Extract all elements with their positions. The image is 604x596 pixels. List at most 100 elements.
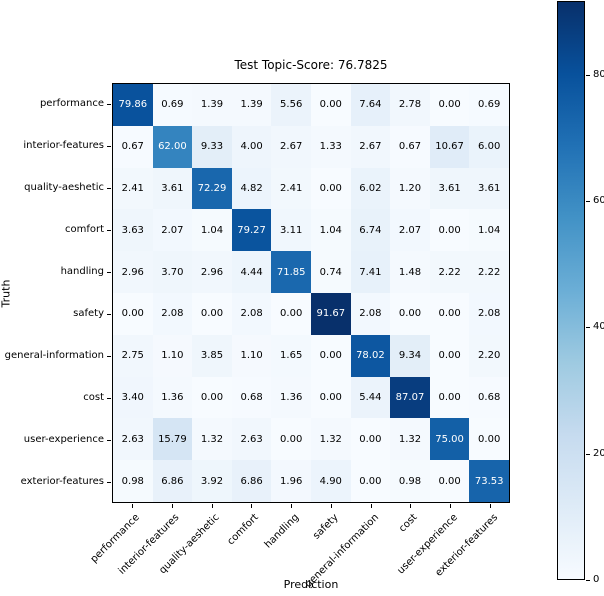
heatmap-cell: 1.36: [152, 376, 193, 419]
colorbar-tick-label: 0: [593, 574, 600, 585]
heatmap-cell: 7.41: [350, 251, 391, 293]
heatmap-cell: 10.67: [429, 125, 470, 168]
heatmap-cell: 1.36: [271, 376, 311, 419]
y-tick-mark: [107, 230, 111, 231]
heatmap-cell: 87.07: [390, 376, 430, 419]
x-tick-mark: [450, 504, 451, 508]
y-tick-label: comfort: [64, 224, 104, 235]
heatmap-cell: 6.86: [231, 460, 272, 502]
heatmap-cell: 1.04: [469, 209, 509, 252]
heatmap-cell: 5.56: [271, 84, 311, 126]
x-tick-mark: [371, 504, 372, 508]
heatmap-cell: 0.00: [192, 292, 232, 335]
heatmap-cell: 2.41: [113, 167, 153, 210]
heatmap-cell: 1.20: [390, 167, 430, 210]
heatmap-cell: 1.96: [271, 460, 311, 502]
heatmap-plot: 79.86 0.69 1.39 1.39 5.56 0.00 7.64 2.78 0.00 0.6…: [112, 83, 510, 503]
y-tick-mark: [107, 482, 111, 483]
heatmap-cell: 2.22: [429, 251, 470, 293]
heatmap-cell: 2.08: [231, 292, 272, 335]
x-tick-mark: [132, 504, 133, 508]
heatmap-cell: 3.11: [271, 209, 311, 252]
heatmap-cell: 9.34: [390, 334, 430, 377]
colorbar-tick-mark: [586, 454, 590, 455]
heatmap-cell: 0.67: [113, 125, 153, 168]
heatmap-cell: 6.02: [350, 167, 391, 210]
heatmap-cell: 0.68: [231, 376, 272, 419]
heatmap-cell: 0.69: [469, 84, 509, 126]
heatmap-cell: 4.82: [231, 167, 272, 210]
heatmap-cell: 0.00: [310, 84, 351, 126]
heatmap-cell: 0.98: [390, 460, 430, 502]
heatmap-cell: 6.86: [152, 460, 193, 502]
x-tick-mark: [172, 504, 173, 508]
heatmap-cell: 0.00: [390, 292, 430, 335]
heatmap-cell: 3.70: [152, 251, 193, 293]
heatmap-cell: 2.08: [469, 292, 509, 335]
heatmap-cell: 0.00: [429, 209, 470, 252]
y-tick-label: exterior-features: [20, 476, 104, 487]
heatmap-cell: 2.07: [152, 209, 193, 252]
heatmap-cell: 3.61: [429, 167, 470, 210]
heatmap-cell: 1.04: [310, 209, 351, 252]
heatmap-cell: 4.90: [310, 460, 351, 502]
heatmap-cell: 15.79: [152, 418, 193, 461]
heatmap-cell: 3.61: [469, 167, 509, 210]
heatmap-cell: 1.48: [390, 251, 430, 293]
heatmap-cell: 2.63: [113, 418, 153, 461]
heatmap-cell: 4.00: [231, 125, 272, 168]
heatmap-cell: 78.02: [350, 334, 391, 377]
heatmap-cell: 2.96: [192, 251, 232, 293]
heatmap-cell: 4.44: [231, 251, 272, 293]
heatmap-cell: 0.00: [469, 418, 509, 461]
heatmap-cell: 5.44: [350, 376, 391, 419]
heatmap-cell: 0.00: [350, 460, 391, 502]
heatmap-cell: 0.74: [310, 251, 351, 293]
heatmap-cell: 2.08: [350, 292, 391, 335]
heatmap-cell: 3.40: [113, 376, 153, 419]
heatmap-cell: 2.96: [113, 251, 153, 293]
heatmap-cell: 0.69: [152, 84, 193, 126]
colorbar-tick-mark: [586, 327, 590, 328]
colorbar-tick-label: 80: [593, 69, 604, 80]
heatmap-cell: 3.63: [113, 209, 153, 252]
heatmap-cell: 0.00: [192, 376, 232, 419]
y-tick-mark: [107, 398, 111, 399]
colorbar: [557, 1, 585, 580]
heatmap-cell: 2.75: [113, 334, 153, 377]
x-tick-mark: [331, 504, 332, 508]
colorbar-tick-label: 60: [593, 195, 604, 206]
heatmap-cell: 6.00: [469, 125, 509, 168]
heatmap-cell: 1.39: [192, 84, 232, 126]
colorbar-tick-mark: [586, 75, 590, 76]
heatmap-cell: 0.00: [429, 376, 470, 419]
colorbar-tick-label: 20: [593, 448, 604, 459]
heatmap-cell: 1.04: [192, 209, 232, 252]
y-tick-mark: [107, 356, 111, 357]
heatmap-cell: 2.41: [271, 167, 311, 210]
heatmap-cell: 72.29: [192, 167, 232, 210]
heatmap-cell: 0.98: [113, 460, 153, 502]
heatmap-cell: 0.00: [350, 418, 391, 461]
heatmap-cell: 2.67: [271, 125, 311, 168]
heatmap-cell: 9.33: [192, 125, 232, 168]
y-tick-label: performance: [39, 98, 104, 109]
heatmap-cell: 2.63: [231, 418, 272, 461]
y-tick-label: safety: [73, 308, 104, 319]
y-tick-mark: [107, 272, 111, 273]
heatmap-cell: 0.00: [271, 418, 311, 461]
y-tick-label: quality-aeshetic: [24, 182, 104, 193]
y-tick-label: interior-features: [23, 140, 104, 151]
heatmap-cell: 2.78: [390, 84, 430, 126]
heatmap-cell: 0.00: [429, 84, 470, 126]
heatmap-cell: 0.00: [429, 460, 470, 502]
y-tick-mark: [107, 188, 111, 189]
y-tick-label: handling: [60, 266, 104, 277]
heatmap-cell: 0.00: [310, 167, 351, 210]
heatmap-cell: 1.65: [271, 334, 311, 377]
colorbar-tick-label: 40: [593, 321, 604, 332]
heatmap-cell: 0.00: [429, 334, 470, 377]
x-axis-label: Prediction: [283, 578, 339, 591]
y-tick-label: general-information: [4, 350, 104, 361]
